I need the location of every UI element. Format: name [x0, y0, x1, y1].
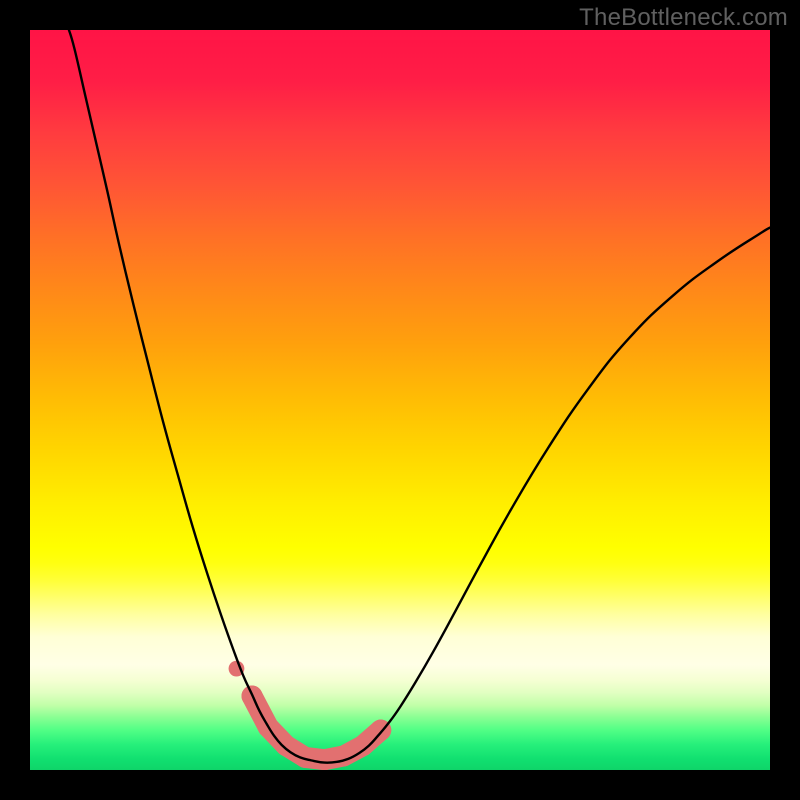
chart-stage: TheBottleneck.com: [0, 0, 800, 800]
valley-marker-dot: [314, 749, 335, 770]
gradient-plot-bg: [30, 30, 770, 770]
valley-marker-dot: [333, 745, 354, 766]
bottleneck-chart: [0, 0, 800, 800]
